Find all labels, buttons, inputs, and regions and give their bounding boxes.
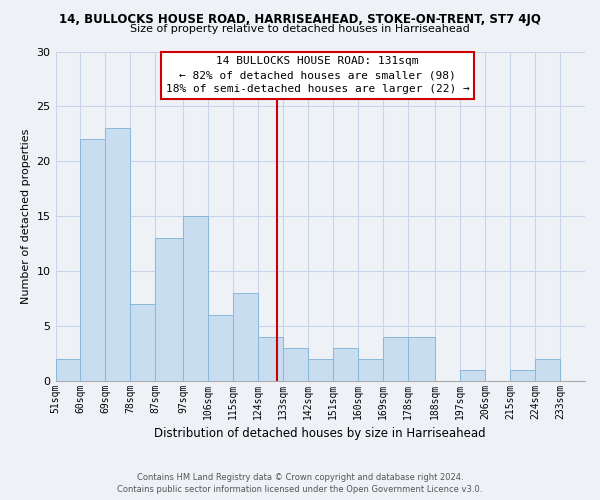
Text: Contains HM Land Registry data © Crown copyright and database right 2024.
Contai: Contains HM Land Registry data © Crown c… bbox=[118, 472, 482, 494]
Bar bbox=[56, 358, 80, 380]
Bar bbox=[155, 238, 183, 380]
Bar bbox=[510, 370, 535, 380]
Bar bbox=[460, 370, 485, 380]
Bar bbox=[283, 348, 308, 380]
Y-axis label: Number of detached properties: Number of detached properties bbox=[21, 128, 31, 304]
Bar bbox=[183, 216, 208, 380]
Bar bbox=[333, 348, 358, 380]
Text: 14, BULLOCKS HOUSE ROAD, HARRISEAHEAD, STOKE-ON-TRENT, ST7 4JQ: 14, BULLOCKS HOUSE ROAD, HARRISEAHEAD, S… bbox=[59, 12, 541, 26]
Bar bbox=[258, 337, 283, 380]
Bar bbox=[308, 358, 333, 380]
Bar bbox=[233, 293, 258, 380]
Bar bbox=[383, 337, 407, 380]
Text: 14 BULLOCKS HOUSE ROAD: 131sqm
← 82% of detached houses are smaller (98)
18% of : 14 BULLOCKS HOUSE ROAD: 131sqm ← 82% of … bbox=[166, 56, 469, 94]
Bar bbox=[535, 358, 560, 380]
Bar bbox=[407, 337, 436, 380]
X-axis label: Distribution of detached houses by size in Harriseahead: Distribution of detached houses by size … bbox=[154, 427, 486, 440]
Bar bbox=[358, 358, 383, 380]
Bar bbox=[106, 128, 130, 380]
Bar bbox=[80, 140, 106, 380]
Bar bbox=[208, 315, 233, 380]
Bar bbox=[130, 304, 155, 380]
Text: Size of property relative to detached houses in Harriseahead: Size of property relative to detached ho… bbox=[130, 24, 470, 34]
